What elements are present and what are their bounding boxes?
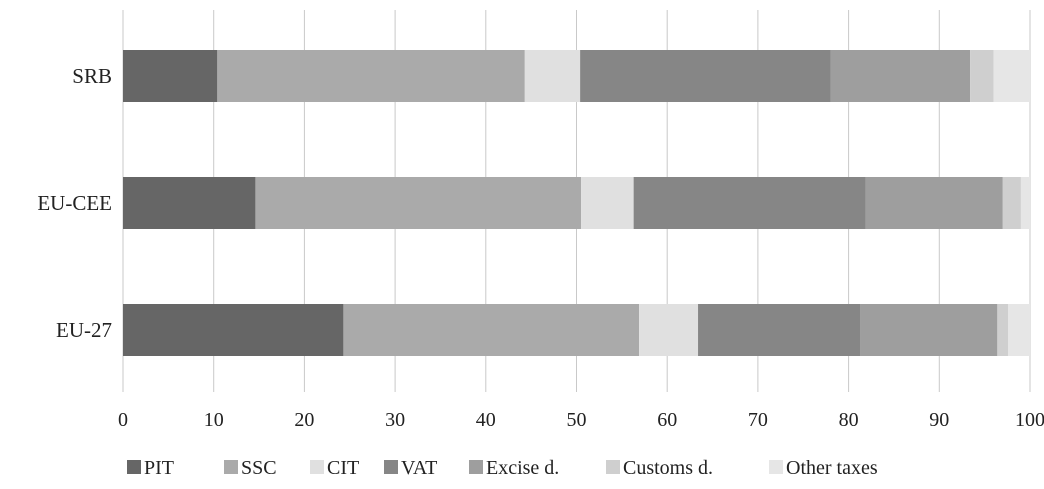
- legend-label: Excise d.: [486, 457, 559, 479]
- category-labels: SRB EU-CEE EU-27: [37, 64, 112, 342]
- bar-segment: [997, 304, 1009, 356]
- x-tick-label: 80: [839, 409, 859, 431]
- bar-segment: [581, 177, 634, 229]
- bar-segment: [123, 50, 218, 102]
- x-tick-label: 30: [385, 409, 405, 431]
- x-tick-label: 20: [294, 409, 314, 431]
- bar-segment: [524, 50, 581, 102]
- bar-segment: [639, 304, 699, 356]
- legend-label: Other taxes: [786, 457, 878, 479]
- x-tick-label: 70: [748, 409, 768, 431]
- bar-segment: [970, 50, 994, 102]
- category-label: SRB: [72, 64, 112, 88]
- x-tick-label: 0: [118, 409, 128, 431]
- legend-swatch: [310, 460, 324, 474]
- x-tick-label: 90: [929, 409, 949, 431]
- x-tick-label: 40: [476, 409, 496, 431]
- legend-swatch: [469, 460, 483, 474]
- bar-segment: [860, 304, 998, 356]
- bar-segment: [343, 304, 640, 356]
- bar-segment: [698, 304, 861, 356]
- legend-swatch: [384, 460, 398, 474]
- legend-swatch: [127, 460, 141, 474]
- legend-label: PIT: [144, 457, 174, 479]
- legend-swatch: [224, 460, 238, 474]
- bar-segment: [865, 177, 1003, 229]
- legend-label: CIT: [327, 457, 359, 479]
- bar-segment: [1002, 177, 1021, 229]
- x-tick-label: 10: [204, 409, 224, 431]
- x-tick-label: 100: [1015, 409, 1044, 431]
- legend-swatch: [769, 460, 783, 474]
- bar-segment: [1008, 304, 1030, 356]
- bar-segment: [123, 304, 344, 356]
- bar-segment: [633, 177, 866, 229]
- legend-swatch: [606, 460, 620, 474]
- legend-label: Customs d.: [623, 457, 713, 479]
- bar-segment: [580, 50, 831, 102]
- bar-segment: [1020, 177, 1030, 229]
- x-tick-label: 60: [657, 409, 677, 431]
- legend-label: SSC: [241, 457, 277, 479]
- bar-segment: [993, 50, 1030, 102]
- x-tick-label: 50: [567, 409, 587, 431]
- bar-segment: [255, 177, 582, 229]
- bar-segment: [217, 50, 525, 102]
- legend: PIT SSC CIT VAT Excise d. Customs d. Other tax…: [127, 457, 878, 479]
- x-axis-tick-labels: 0 10 20 30 40 50 60 70 80 90 100: [118, 409, 1044, 431]
- category-label: EU-27: [56, 318, 112, 342]
- category-label: EU-CEE: [37, 191, 112, 215]
- bar-segment: [830, 50, 971, 102]
- bar-segment: [123, 177, 256, 229]
- legend-label: VAT: [401, 457, 437, 479]
- bars: [123, 50, 1030, 356]
